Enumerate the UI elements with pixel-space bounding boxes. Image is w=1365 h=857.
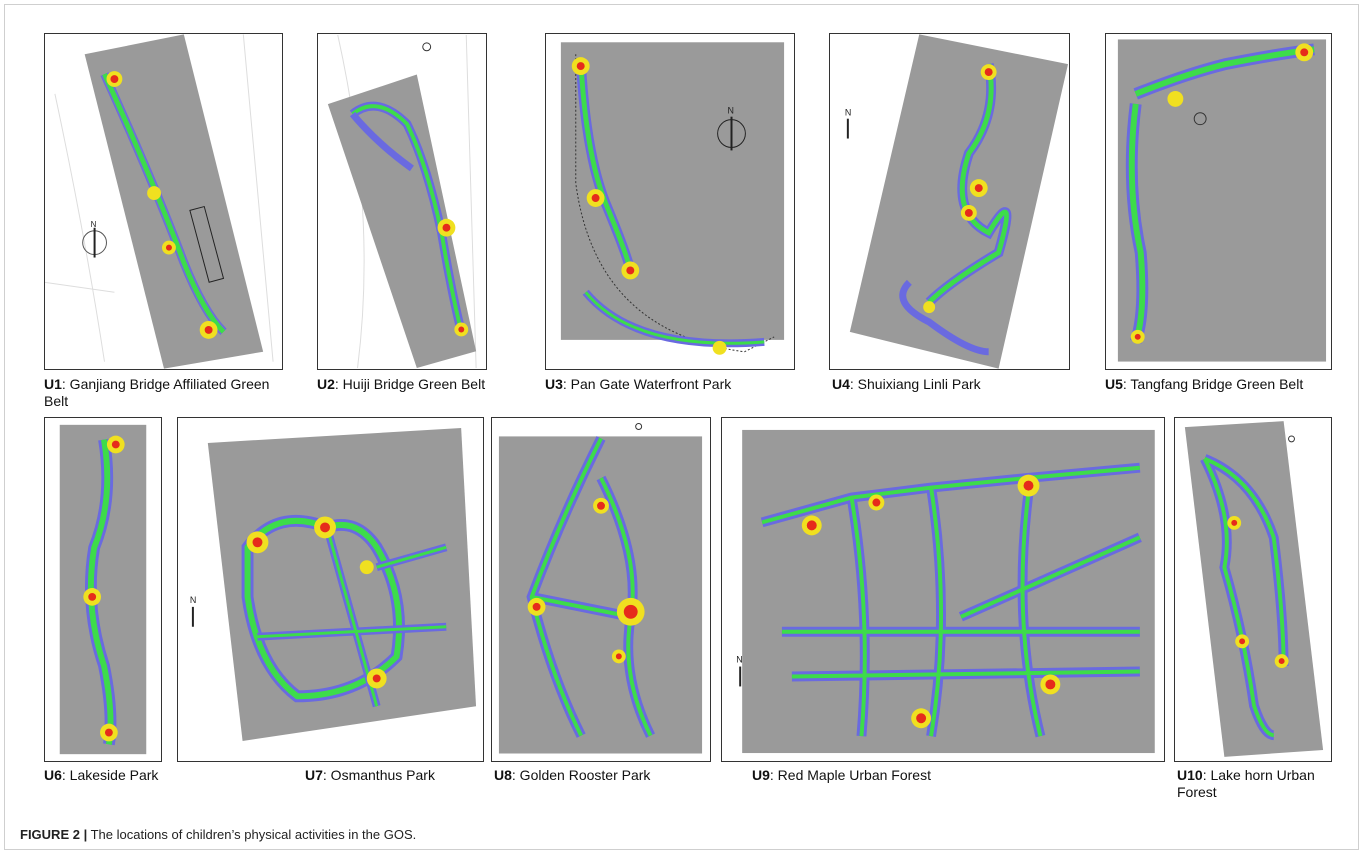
panel-title: : Lakeside Park [61, 767, 159, 783]
panel-id: U3 [545, 376, 563, 392]
panel-id: U8 [494, 767, 512, 783]
svg-text:N: N [845, 108, 851, 118]
map-panel-u3: N [545, 33, 795, 370]
caption-u10: U10: Lake horn Urban Forest [1177, 767, 1352, 801]
figure-frame [4, 4, 1359, 850]
panel-id: U4 [832, 376, 850, 392]
map-panel-u8 [491, 417, 711, 762]
figure-label: FIGURE 2 | [20, 827, 88, 842]
svg-text:N: N [190, 595, 196, 605]
map-panel-u7: N [177, 417, 484, 762]
panel-title: : Red Maple Urban Forest [769, 767, 931, 783]
panel-title: : Huiji Bridge Green Belt [334, 376, 486, 392]
caption-u9: U9: Red Maple Urban Forest [752, 767, 972, 784]
map-panel-u10 [1174, 417, 1332, 762]
map-panel-u9: N [721, 417, 1165, 762]
map-panel-u2 [317, 33, 487, 370]
panel-id: U1 [44, 376, 62, 392]
caption-u7: U7: Osmanthus Park [305, 767, 485, 784]
panel-id: U2 [317, 376, 335, 392]
panel-title: : Pan Gate Waterfront Park [562, 376, 732, 392]
panel-id: U6 [44, 767, 62, 783]
figure-caption-text: The locations of children’s physical act… [90, 827, 417, 842]
panel-title: : Tangfang Bridge Green Belt [1122, 376, 1304, 392]
svg-text:N: N [728, 106, 734, 116]
caption-u2: U2: Huiji Bridge Green Belt [317, 376, 517, 393]
panel-id: U5 [1105, 376, 1123, 392]
svg-text:N: N [736, 655, 742, 665]
caption-u5: U5: Tangfang Bridge Green Belt [1105, 376, 1345, 393]
map-panel-u5 [1105, 33, 1332, 370]
panel-title: : Ganjiang Bridge Affiliated Green Belt [44, 376, 270, 409]
figure-caption: FIGURE 2 | The locations of children’s p… [20, 827, 416, 842]
panel-title: : Lake horn Urban Forest [1177, 767, 1315, 800]
panel-title: : Golden Rooster Park [511, 767, 651, 783]
caption-u1: U1: Ganjiang Bridge Affiliated Green Bel… [44, 376, 294, 410]
panel-id: U10 [1177, 767, 1203, 783]
svg-text:N: N [91, 220, 97, 229]
caption-u8: U8: Golden Rooster Park [494, 767, 694, 784]
caption-u3: U3: Pan Gate Waterfront Park [545, 376, 805, 393]
panel-title: : Osmanthus Park [322, 767, 435, 783]
caption-u6: U6: Lakeside Park [44, 767, 184, 784]
panel-title: : Shuixiang Linli Park [849, 376, 981, 392]
caption-u4: U4: Shuixiang Linli Park [832, 376, 1072, 393]
map-panel-u4: N [829, 33, 1070, 370]
panel-id: U7 [305, 767, 323, 783]
map-panel-u6 [44, 417, 162, 762]
panel-id: U9 [752, 767, 770, 783]
map-panel-u1: N [44, 33, 283, 370]
